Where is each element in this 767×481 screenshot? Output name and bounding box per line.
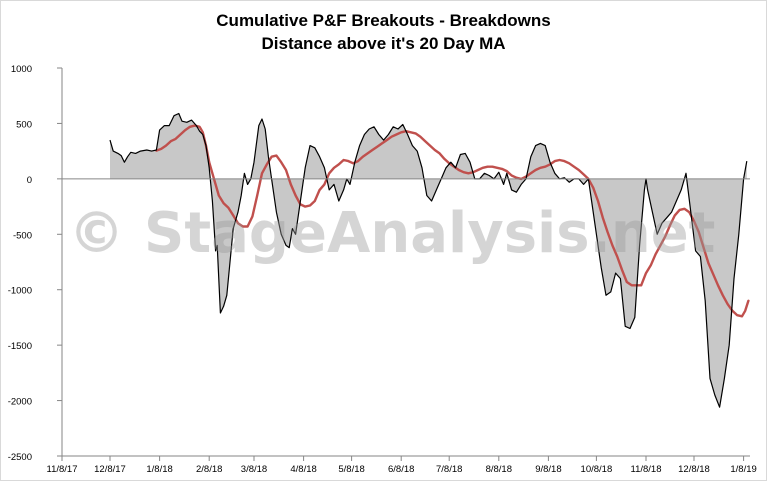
y-tick-label: -1500: [8, 341, 32, 352]
y-tick-label: -2000: [8, 397, 32, 408]
y-tick-label: -1000: [8, 286, 32, 297]
axes-layer: 1000 500 0 -500 -1000 -1500 -2000 -2500 11/8/17 1…: [8, 64, 757, 475]
x-tick-label: 4/8/18: [290, 464, 316, 475]
x-tick-label: 3/8/18: [241, 464, 267, 475]
x-tick-label: 1/8/18: [146, 464, 172, 475]
y-tick-label: 1000: [11, 64, 32, 75]
y-tick-label: 0: [27, 175, 32, 186]
x-tick-label: 5/8/18: [338, 464, 364, 475]
x-tick-label: 8/8/18: [486, 464, 512, 475]
y-tick-label: -2500: [8, 452, 32, 463]
y-tick-label: -500: [13, 230, 32, 241]
x-tick-label: 6/8/18: [388, 464, 414, 475]
y-tick-label: 500: [16, 119, 32, 130]
x-tick-label: 9/8/18: [535, 464, 561, 475]
chart-title: Cumulative P&F Breakouts - Breakdowns: [216, 11, 551, 30]
x-tick-label: 7/8/18: [436, 464, 462, 475]
x-tick-label: 11/8/17: [47, 464, 78, 475]
ma-line: [155, 124, 750, 318]
x-tick-label: 12/8/17: [94, 464, 126, 475]
x-tick-label: 10/8/18: [581, 464, 613, 475]
x-tick-label: 1/8/19: [730, 464, 756, 475]
watermark-text: © StageAnalysis.net: [69, 201, 716, 266]
chart-subtitle: Distance above it's 20 Day MA: [261, 34, 506, 53]
x-tick-label: 11/8/18: [631, 464, 662, 475]
x-tick-label: 2/8/18: [196, 464, 222, 475]
ma-layer: [155, 124, 750, 318]
x-tick-label: 12/8/18: [678, 464, 710, 475]
